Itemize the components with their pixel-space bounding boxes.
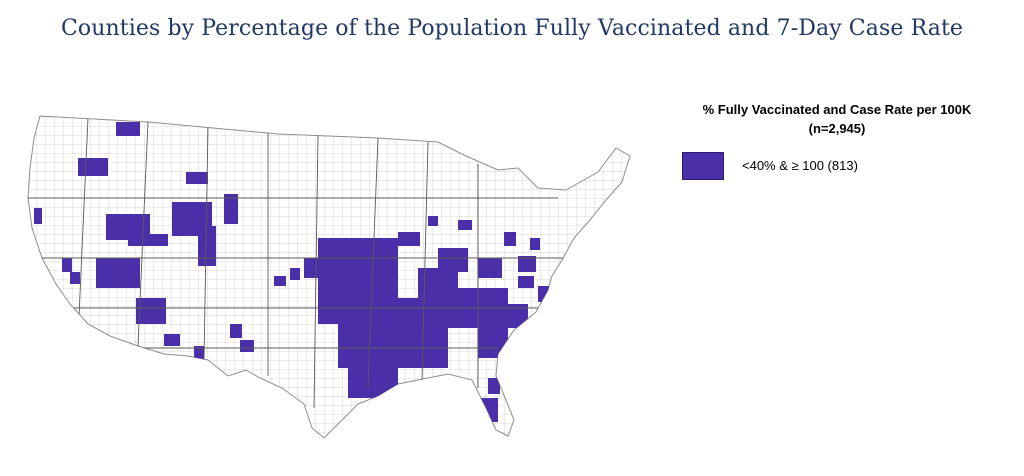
map-title: Counties by Percentage of the Population… [60,16,964,41]
state-borders [28,117,566,409]
highlighted-counties [34,122,622,422]
legend-swatch [682,152,724,180]
legend-entry: <40% & ≥ 100 (813) [672,152,1002,182]
legend-title-line-1: % Fully Vaccinated and Case Rate per 100… [702,102,972,117]
map-svg [27,115,631,439]
legend: % Fully Vaccinated and Case Rate per 100… [672,100,1002,182]
legend-label: <40% & ≥ 100 (813) [742,158,858,173]
us-county-map [18,108,648,460]
legend-title-line-2: (n=2,945) [808,121,866,136]
